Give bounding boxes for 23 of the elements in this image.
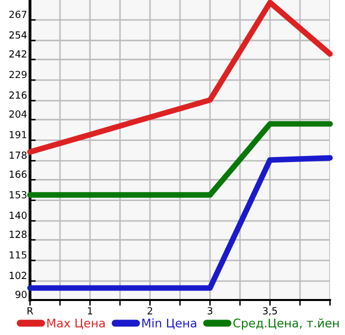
y-tick-label: 267 (9, 10, 26, 18)
y-tick-label: 204 (9, 110, 27, 118)
x-tick-label: 2 (148, 307, 152, 314)
legend-label: Max Цена (47, 318, 105, 330)
y-tick-label: 216 (9, 91, 27, 99)
y-tick-label: 178 (10, 152, 27, 159)
y-tick-label: 90 (15, 290, 27, 298)
y-tick-label: 102 (10, 272, 26, 280)
x-tick-label: 3 (208, 307, 212, 314)
y-tick-label: 254 (9, 31, 27, 39)
y-tick-label: 166 (10, 170, 27, 178)
x-tick-label: R (28, 307, 34, 314)
y-tick-label: 153 (10, 191, 26, 198)
x-tick-label: 3,5 (263, 307, 277, 316)
legend-label: Min Цена (142, 318, 196, 330)
y-tick-label: 128 (10, 230, 27, 238)
y-tick-label: 115 (10, 251, 26, 259)
y-tick-label: 229 (9, 70, 27, 78)
y-tick-label: 242 (9, 50, 26, 58)
y-tick-label: 140 (10, 212, 27, 219)
y-tick-label: 191 (10, 130, 26, 138)
x-tick-label: 1 (88, 307, 92, 314)
legend-label: Сред.Цена, т.йен (233, 318, 339, 330)
